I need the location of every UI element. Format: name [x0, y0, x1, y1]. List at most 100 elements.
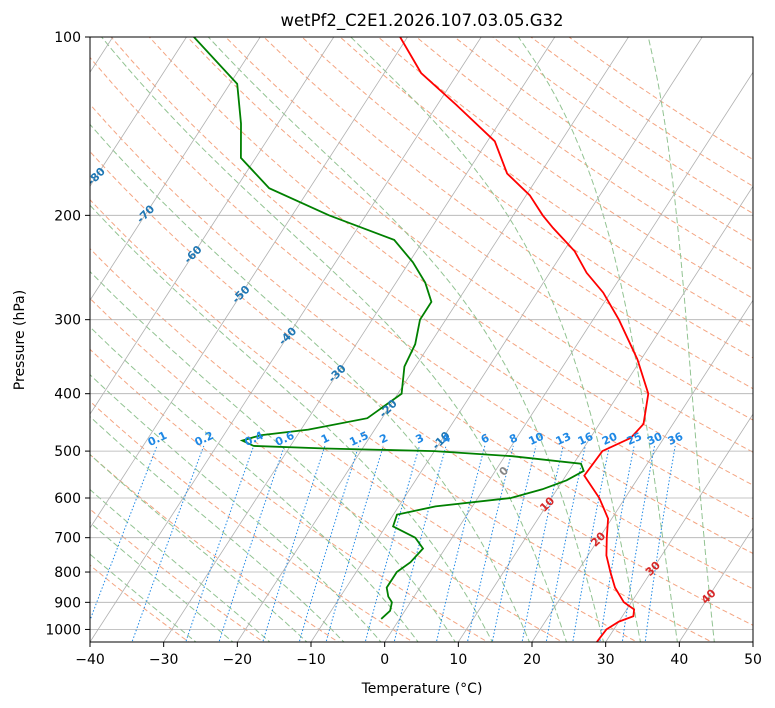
plot-clip-group: -100-90-80-70-60-50-40-30-20-100.1 0.2 0.4… [0, 37, 753, 642]
mixing-ratio-label: 36 [666, 430, 686, 448]
temperature-profile-line [399, 37, 650, 642]
y-tick-label: 200 [54, 208, 81, 224]
mixing-ratio-label: 0.1 [146, 429, 169, 449]
mixing-ratio-line [521, 445, 564, 642]
mixing-ratio-line [393, 445, 447, 642]
dry-adiabat-line [90, 103, 753, 590]
mixing-ratio-line [435, 445, 486, 642]
chart-title: wetPf2_C2E1.2026.107.03.05.G32 [280, 11, 563, 31]
y-axis-title: Pressure (hPa) [12, 290, 28, 390]
moist-adiabat-line [90, 521, 234, 642]
x-tick-label: −20 [223, 652, 253, 668]
moist-adiabat-line [647, 37, 715, 642]
dry-adiabat-line [90, 150, 753, 626]
isotherm-line [236, 37, 629, 642]
mixing-ratio-label: 1 [319, 431, 331, 446]
isotherm-line [163, 37, 556, 642]
dry-adiabat-line [90, 508, 265, 642]
mixing-ratio-line [90, 445, 158, 622]
isotherm-line [531, 299, 753, 642]
y-tick-label: 100 [54, 30, 81, 46]
moist-adiabat-line [101, 37, 568, 642]
temperature-isotherm-label: 10 [537, 494, 557, 514]
isotherm-line [457, 185, 753, 642]
mixing-ratio-line [218, 445, 285, 642]
isotherm-line [605, 413, 753, 642]
isotherm-line [90, 37, 408, 529]
dry-adiabat-line [225, 37, 753, 421]
mixing-ratio-line [599, 445, 635, 642]
dry-adiabat-line [263, 37, 753, 390]
dry-adiabat-line [110, 37, 753, 520]
moist-adiabat-line [90, 326, 419, 642]
y-tick-label: 600 [54, 491, 81, 507]
mixing-ratio-label: 13 [554, 430, 573, 448]
dry-adiabat-line [492, 37, 753, 215]
temperature-isotherm-label: 40 [699, 586, 719, 606]
mixing-ratio-line [466, 445, 514, 642]
mixing-ratio-label: 10 [527, 430, 547, 448]
isotherm-label: -90 [38, 123, 61, 146]
mixing-ratio-line [364, 445, 420, 642]
mixing-ratio-line [298, 445, 360, 642]
y-tick-label: 500 [54, 444, 81, 460]
dry-adiabat-line [377, 37, 753, 299]
y-tick-label: 1000 [45, 622, 81, 638]
moist-adiabat-line [90, 270, 456, 642]
mixing-ratio-label: 1.5 [347, 429, 370, 449]
moist-adiabat-line [350, 37, 642, 642]
dry-adiabat-line [416, 37, 753, 271]
y-tick-label: 800 [54, 565, 81, 581]
dry-adiabat-line [90, 247, 639, 642]
x-tick-label: 0 [380, 652, 389, 668]
x-tick-label: 20 [523, 652, 541, 668]
mixing-ratio-label: 25 [625, 430, 644, 448]
mixing-ratio-label: 2 [377, 431, 389, 446]
plot-area: -100-90-80-70-60-50-40-30-20-100.1 0.2 0.4… [0, 30, 762, 668]
moist-adiabat-line [207, 37, 605, 642]
moist-adiabat-line [517, 37, 678, 642]
y-tick-label: 700 [54, 531, 81, 547]
isotherm-label: -20 [377, 397, 400, 420]
x-tick-label: −10 [296, 652, 326, 668]
dry-adiabat-line [90, 56, 753, 555]
mixing-ratio-line [325, 445, 384, 642]
mixing-ratio-line [572, 445, 610, 642]
dry-adiabat-line [90, 564, 190, 642]
dry-adiabat-line [90, 400, 414, 642]
y-tick-label: 400 [54, 387, 81, 403]
moist-adiabat-line [90, 123, 530, 642]
isotherm-line [90, 37, 335, 415]
mixing-ratio-label: 3 [414, 431, 426, 446]
x-tick-label: −30 [149, 652, 179, 668]
mixing-ratio-line [644, 445, 676, 642]
moist-adiabat-line [90, 453, 308, 642]
mixing-ratio-label: 20 [600, 430, 620, 448]
x-tick-label: 50 [744, 652, 762, 668]
isotherm-label: -100 [0, 76, 19, 105]
x-tick-label: −40 [75, 652, 105, 668]
x-tick-label: 30 [597, 652, 615, 668]
mixing-ratio-line [131, 445, 205, 642]
mixing-ratio-label: 16 [576, 430, 596, 448]
moist-adiabat-line [90, 488, 271, 642]
mixing-ratio-label: 8 [507, 431, 519, 446]
dry-adiabat-line [301, 37, 753, 359]
x-tick-label: 10 [449, 652, 467, 668]
y-tick-label: 300 [54, 313, 81, 329]
x-axis-title: Temperature (°C) [361, 681, 483, 697]
isotherm-line [90, 37, 482, 642]
mixing-ratio-label: 30 [645, 430, 665, 448]
isotherm-label: -50 [229, 283, 252, 306]
x-tick-label: 40 [670, 652, 688, 668]
plot-frame [89, 36, 754, 643]
isotherm-label: -30 [326, 362, 349, 385]
mixing-ratio-line [621, 445, 655, 642]
isotherm-line [384, 71, 753, 642]
dry-adiabat-line [148, 37, 753, 486]
y-tick-label: 900 [54, 595, 81, 611]
temperature-isotherm-label: 30 [643, 559, 663, 579]
mixing-ratio-line [491, 445, 537, 642]
isotherm-line [678, 527, 753, 642]
